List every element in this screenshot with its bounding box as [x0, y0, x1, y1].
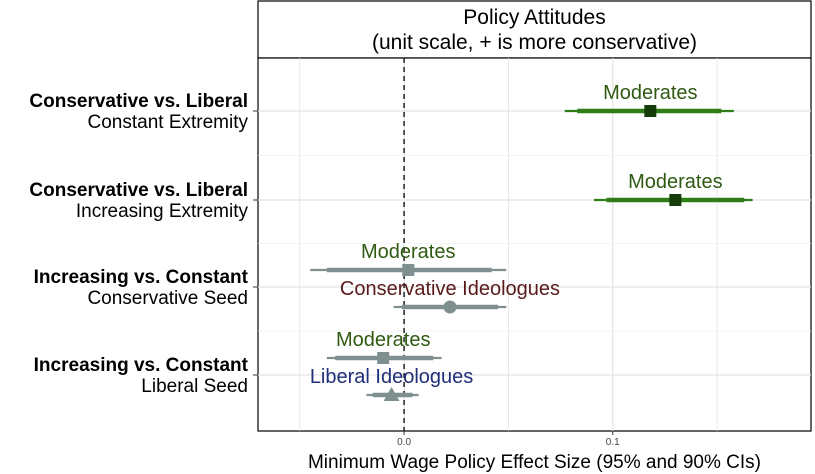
point-square — [377, 352, 390, 364]
facet-title-line-2: (unit scale, + is more conservative) — [372, 31, 697, 54]
point-label: Moderates — [361, 241, 456, 263]
point-square — [644, 105, 657, 117]
x-axis-ticks: 0.0 0.1 — [397, 431, 620, 448]
point-label: Moderates — [603, 82, 698, 104]
point-circle — [443, 300, 457, 314]
x-axis-title: Minimum Wage Policy Effect Size (95% and… — [308, 452, 761, 473]
facet-title-line-1: Policy Attitudes — [463, 6, 605, 29]
estimate-3-moderates — [326, 352, 442, 364]
row-label-title: Increasing vs. Constant — [34, 355, 249, 376]
estimate-3-liberal-ideologues — [366, 387, 419, 401]
row-label-subtitle: Increasing Extremity — [76, 201, 249, 222]
estimate-2-conservative-ideologues — [393, 300, 507, 314]
marks-layer — [310, 105, 753, 401]
grid-layer — [258, 58, 811, 431]
row-label-title: Increasing vs. Constant — [34, 267, 249, 288]
point-square — [402, 264, 415, 276]
row-label-subtitle: Conservative Seed — [87, 288, 248, 309]
estimate-1-moderates — [593, 194, 753, 206]
row-label-subtitle: Liberal Seed — [141, 376, 248, 397]
plot-panel — [257, 57, 812, 432]
point-labels-layer: Moderates Moderates Moderates Conservative … — [310, 82, 723, 388]
row-label-subtitle: Constant Extremity — [88, 112, 249, 133]
point-label: Liberal Ideologues — [310, 366, 473, 388]
x-tick-label: 0.0 — [397, 437, 411, 448]
point-triangle — [383, 387, 400, 401]
point-label: Conservative Ideologues — [340, 278, 560, 300]
estimate-2-moderates — [310, 264, 507, 276]
row-label-title: Conservative vs. Liberal — [29, 180, 248, 201]
row-label-title: Conservative vs. Liberal — [29, 91, 248, 112]
estimate-0-moderates — [564, 105, 734, 117]
point-square — [669, 194, 682, 206]
point-label: Moderates — [628, 171, 723, 193]
facet-strip — [257, 0, 812, 59]
point-label: Moderates — [336, 329, 431, 351]
x-tick-label: 0.1 — [606, 437, 620, 448]
